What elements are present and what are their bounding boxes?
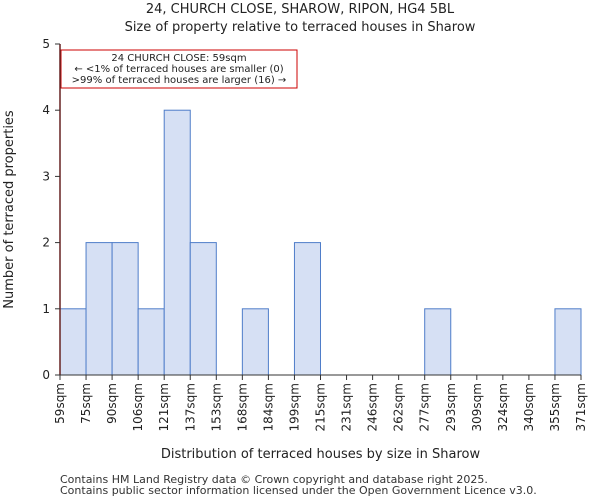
x-tick-label-106sqm: 106sqm [131, 383, 145, 431]
x-tick-label-262sqm: 262sqm [392, 383, 406, 431]
y-axis-title: Number of terraced properties [2, 110, 17, 309]
bar-277sqm [424, 308, 452, 376]
footer-licence: Contains public sector information licen… [60, 484, 537, 497]
bar-59sqm [59, 308, 87, 376]
y-tick-label-0: 0 [42, 368, 50, 382]
annotation-box [60, 49, 298, 89]
annotation-line-1: 24 CHURCH CLOSE: 59sqm [111, 53, 246, 64]
x-tick-label-59sqm: 59sqm [53, 383, 67, 424]
footer-copyright: Contains HM Land Registry data © Crown c… [60, 473, 488, 486]
annotation-line-3: >99% of terraced houses are larger (16) … [72, 75, 287, 86]
y-tick-label-1: 1 [42, 302, 50, 316]
x-tick-label-293sqm: 293sqm [444, 383, 458, 431]
chart-title-subtitle: Size of property relative to terraced ho… [124, 20, 476, 35]
bar-121sqm [163, 109, 191, 376]
bar-75sqm [85, 242, 113, 376]
bar-106sqm [137, 308, 165, 376]
x-tick-label-231sqm: 231sqm [340, 383, 354, 431]
chart-title-address: 24, CHURCH CLOSE, SHAROW, RIPON, HG4 5BL [145, 2, 455, 17]
bar-90sqm [111, 242, 139, 376]
x-tick-label-75sqm: 75sqm [79, 383, 93, 424]
y-tick-label-2: 2 [42, 236, 50, 250]
x-tick-label-184sqm: 184sqm [261, 383, 275, 431]
x-tick-label-277sqm: 277sqm [418, 383, 432, 431]
x-tick-label-168sqm: 168sqm [235, 383, 249, 431]
bar-199sqm [293, 242, 322, 376]
x-tick-label-215sqm: 215sqm [314, 383, 328, 431]
x-tick-label-355sqm: 355sqm [548, 383, 562, 431]
x-tick-label-153sqm: 153sqm [209, 383, 223, 431]
annotation-line-2: ← <1% of terraced houses are smaller (0) [74, 64, 283, 75]
x-tick-label-199sqm: 199sqm [287, 383, 301, 431]
x-tick-label-324sqm: 324sqm [496, 383, 510, 431]
y-tick-label-5: 5 [42, 37, 50, 51]
y-tick-label-3: 3 [42, 169, 50, 183]
bar-355sqm [554, 308, 582, 376]
x-tick-label-371sqm: 371sqm [574, 383, 588, 431]
x-tick-label-90sqm: 90sqm [105, 383, 119, 424]
bar-137sqm [189, 242, 217, 376]
x-tick-label-246sqm: 246sqm [366, 383, 380, 431]
x-axis-title: Distribution of terraced houses by size … [161, 447, 481, 462]
x-tick-label-137sqm: 137sqm [183, 383, 197, 431]
x-tick-label-121sqm: 121sqm [157, 383, 171, 431]
x-tick-label-309sqm: 309sqm [470, 383, 484, 431]
bar-168sqm [241, 308, 269, 376]
x-tick-label-340sqm: 340sqm [522, 383, 536, 431]
y-tick-label-4: 4 [42, 103, 50, 117]
